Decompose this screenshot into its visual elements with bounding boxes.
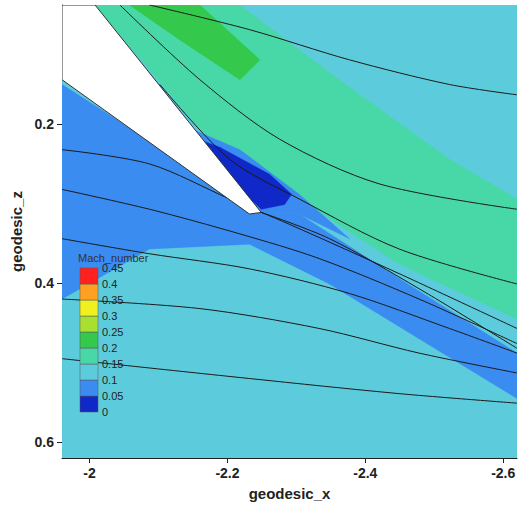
svg-text:0.2: 0.2 xyxy=(35,116,55,132)
svg-text:0.45: 0.45 xyxy=(102,262,123,274)
svg-text:0: 0 xyxy=(102,406,108,418)
svg-text:-2.2: -2.2 xyxy=(215,465,239,481)
svg-text:0.05: 0.05 xyxy=(102,390,123,402)
svg-text:geodesic_x: geodesic_x xyxy=(249,485,331,502)
svg-text:0.2: 0.2 xyxy=(102,342,117,354)
svg-text:0.4: 0.4 xyxy=(102,278,117,290)
svg-text:-2.4: -2.4 xyxy=(353,465,377,481)
svg-text:0.3: 0.3 xyxy=(102,310,117,322)
svg-text:0.15: 0.15 xyxy=(102,358,123,370)
svg-text:0.1: 0.1 xyxy=(102,374,117,386)
svg-text:Mach_number: Mach_number xyxy=(78,251,149,264)
svg-text:0.25: 0.25 xyxy=(102,326,123,338)
svg-text:-2.6: -2.6 xyxy=(491,465,515,481)
svg-text:-2: -2 xyxy=(83,465,96,481)
svg-text:0.35: 0.35 xyxy=(102,294,123,306)
svg-text:0.4: 0.4 xyxy=(35,275,55,291)
svg-text:geodesic_z: geodesic_z xyxy=(8,191,25,272)
svg-text:0.6: 0.6 xyxy=(35,434,55,450)
